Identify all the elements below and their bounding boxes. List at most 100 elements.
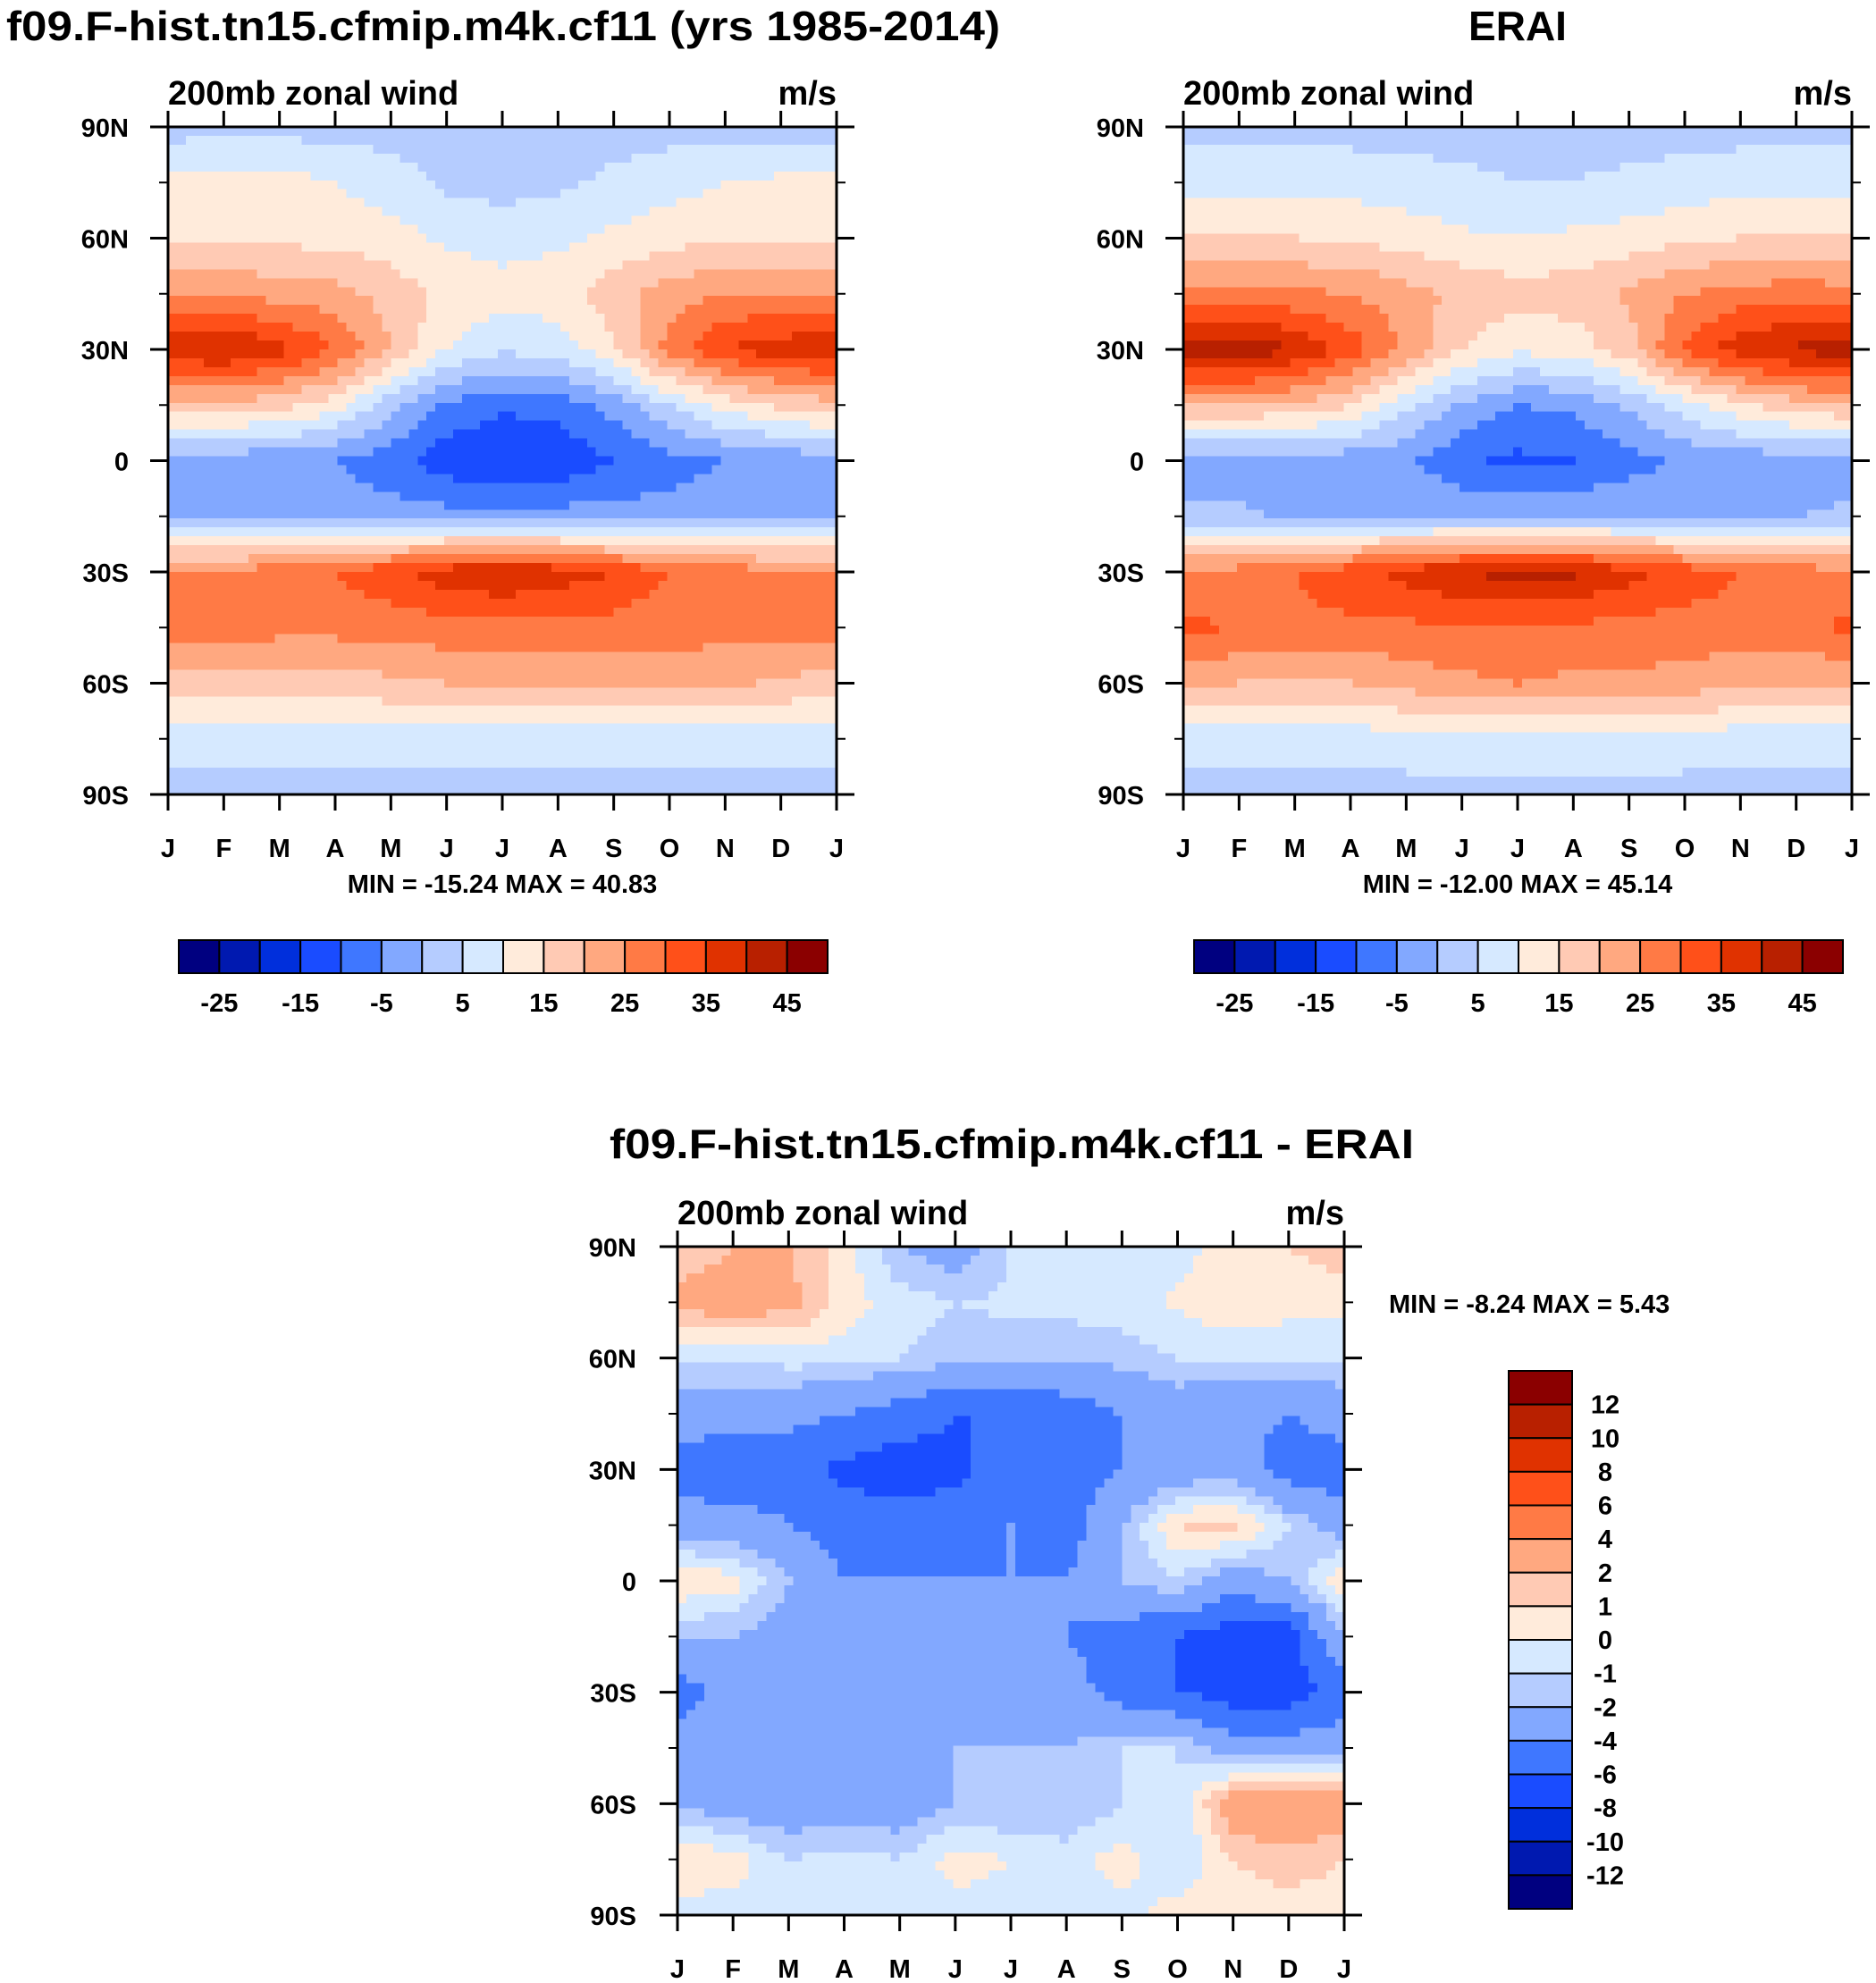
contour-cell (524, 215, 534, 226)
contour-cell (595, 554, 606, 564)
contour-cell (417, 144, 427, 155)
contour-cell (480, 180, 490, 190)
contour-cell (435, 616, 445, 626)
contour-cell (462, 616, 472, 626)
contour-cell (559, 384, 570, 395)
contour-cell (667, 233, 677, 244)
contour-cell (212, 162, 223, 172)
contour-cell (515, 545, 526, 555)
contour-cell (738, 366, 748, 377)
contour-cell (283, 153, 294, 164)
contour-cell (685, 162, 695, 172)
contour-cell (274, 500, 285, 510)
contour-cell (301, 384, 312, 395)
contour-cell (756, 563, 766, 573)
contour-cell (283, 305, 294, 315)
contour-cell (417, 616, 427, 626)
contour-cell (239, 492, 249, 501)
contour-cell (810, 127, 820, 137)
contour-cell (711, 242, 721, 253)
contour-cell (391, 349, 400, 359)
contour-cell (453, 554, 463, 564)
contour-cell (533, 589, 543, 600)
contour-cell (685, 536, 695, 546)
contour-cell (310, 135, 321, 146)
contour-cell (239, 509, 249, 519)
contour-cell (515, 314, 526, 323)
contour-cell (364, 357, 374, 368)
contour-cell (471, 429, 481, 440)
contour-cell (667, 660, 677, 671)
contour-cell (756, 572, 766, 582)
contour-cell (453, 224, 463, 235)
contour-cell (373, 357, 383, 368)
contour-cell (400, 269, 409, 279)
contour-cell (274, 545, 285, 555)
contour-cell (292, 643, 303, 653)
contour-cell (783, 189, 793, 199)
contour-cell (230, 171, 240, 181)
contour-cell (801, 323, 811, 332)
contour-cell (203, 357, 214, 368)
contour-cell (364, 492, 374, 501)
contour-cell (783, 340, 793, 350)
contour-cell (391, 518, 400, 528)
contour-cell (168, 465, 178, 475)
contour-cell (577, 643, 588, 653)
contour-cell (667, 589, 677, 600)
contour-cell (747, 447, 757, 458)
contour-cell (328, 215, 339, 226)
contour-cell (248, 269, 258, 279)
contour-cell (613, 563, 624, 573)
contour-cell (694, 696, 703, 706)
contour-cell (738, 278, 748, 288)
contour-cell (729, 224, 739, 235)
contour-cell (506, 580, 517, 591)
contour-cell (400, 660, 409, 671)
contour-cell (292, 180, 303, 190)
contour-cell (792, 474, 802, 483)
contour-cell (444, 669, 454, 680)
contour-cell (292, 536, 303, 546)
contour-cell (301, 527, 312, 537)
contour-cell (408, 171, 418, 181)
contour-cell (756, 527, 766, 537)
contour-cell (408, 323, 418, 332)
contour-cell (417, 483, 427, 492)
contour-cell (489, 180, 499, 190)
contour-cell (756, 500, 766, 510)
contour-cell (498, 366, 508, 377)
contour-cell (301, 625, 312, 635)
contour-cell (694, 678, 703, 689)
contour-cell (400, 527, 409, 537)
contour-cell (382, 420, 391, 431)
contour-cell (319, 509, 330, 519)
contour-cell (408, 651, 418, 662)
contour-cell (265, 224, 276, 235)
contour-cell (417, 429, 427, 440)
contour-cell (533, 375, 543, 386)
contour-cell (355, 323, 366, 332)
contour-cell (828, 509, 837, 519)
contour-cell (515, 411, 526, 422)
contour-cell (729, 206, 739, 217)
contour-cell (801, 660, 811, 671)
contour-cell (801, 296, 811, 306)
contour-cell (400, 357, 409, 368)
contour-cell (524, 197, 534, 208)
contour-cell (426, 349, 436, 359)
contour-cell (765, 206, 775, 217)
contour-cell (462, 215, 472, 226)
contour-cell (720, 323, 730, 332)
contour-cell (640, 332, 651, 341)
contour-cell (274, 305, 285, 315)
contour-cell (480, 625, 490, 635)
contour-cell (301, 171, 312, 181)
contour-cell (408, 678, 418, 689)
contour-cell (185, 474, 196, 483)
contour-cell (301, 669, 312, 680)
contour-cell (239, 643, 249, 653)
contour-cell (694, 189, 703, 199)
contour-cell (551, 678, 561, 689)
contour-cell (355, 651, 366, 662)
